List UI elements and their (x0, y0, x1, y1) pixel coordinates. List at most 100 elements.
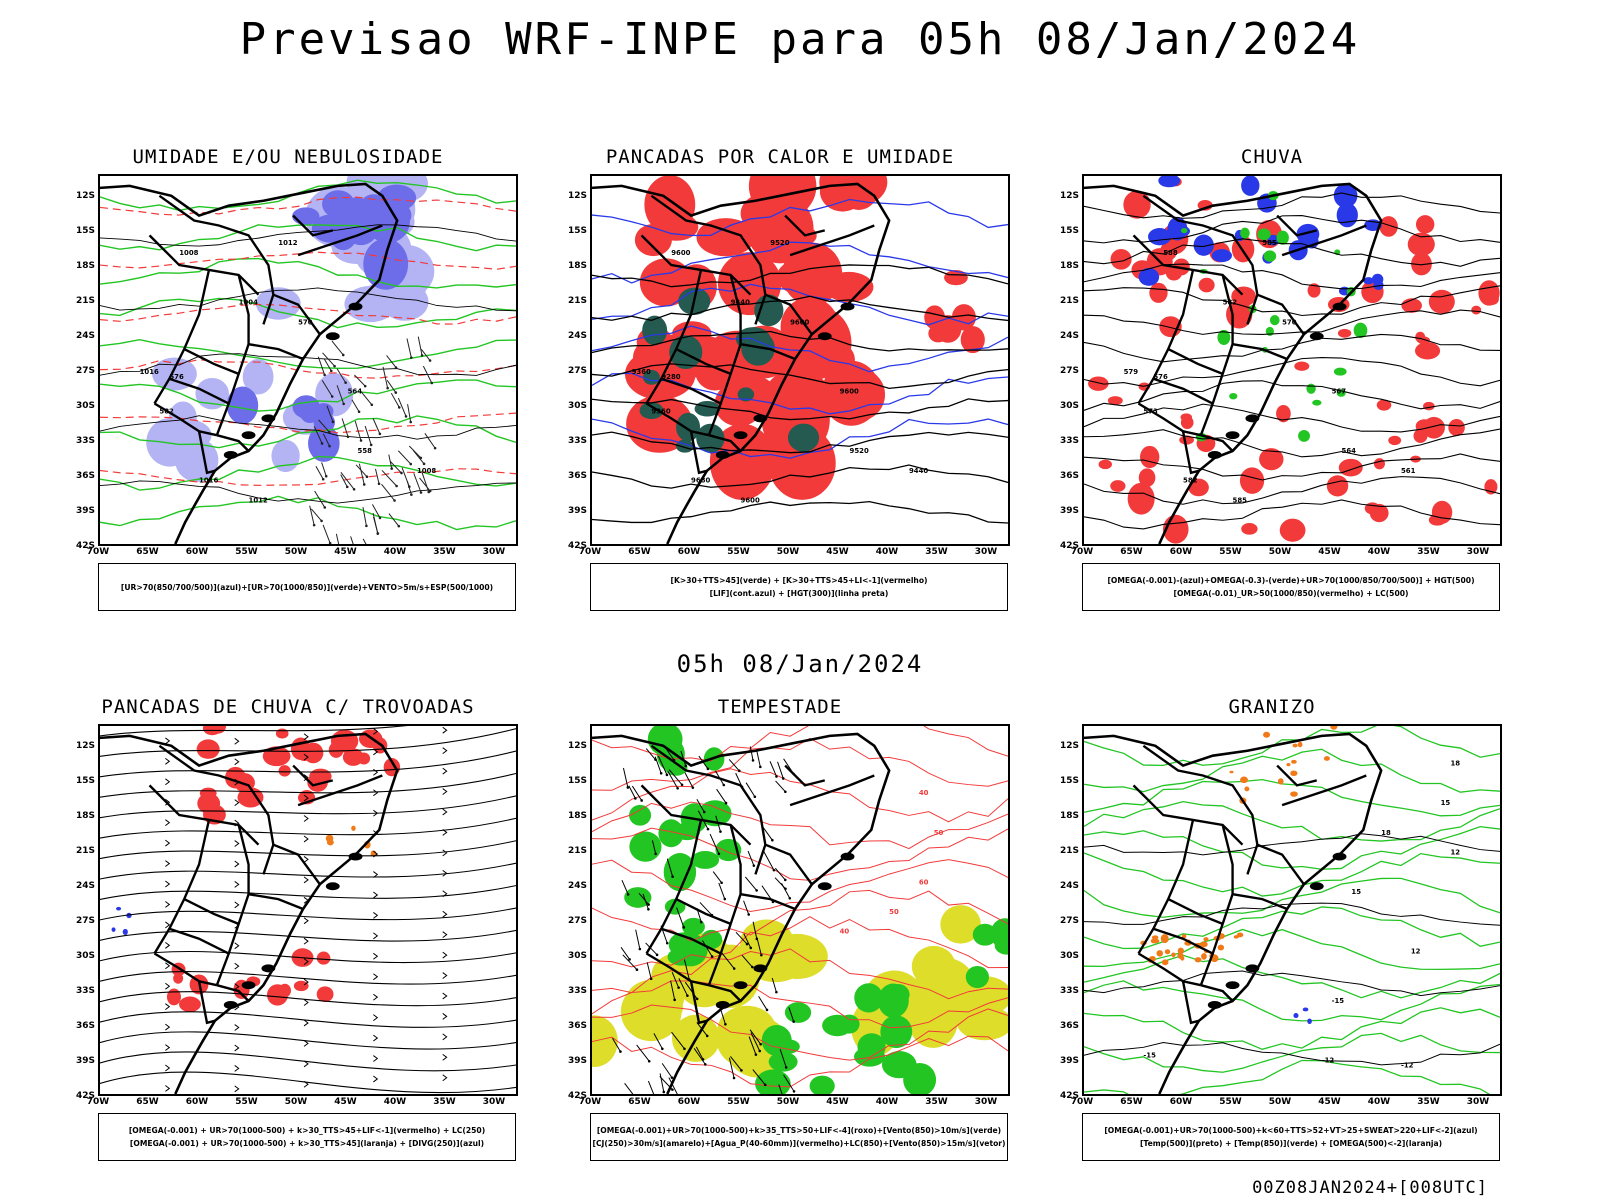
wind-vector (363, 384, 367, 388)
wind-vector (620, 947, 631, 960)
streamline-arrow (373, 768, 379, 776)
panel-tempestade: TEMPESTADE 12S 15S 18S 21S 24S 27S 30S 33S 36S 39… (540, 696, 1020, 1176)
wind-vector (728, 1057, 735, 1079)
border-path (197, 981, 216, 1025)
wind-vector (344, 381, 347, 384)
rain-red (1307, 283, 1321, 298)
storm-red (275, 728, 289, 739)
wind-vector (628, 785, 636, 799)
temp500-black-contour (1084, 833, 1500, 856)
lake-shape (325, 332, 340, 341)
wind-vector (750, 1032, 761, 1052)
wind-vector (670, 980, 676, 1000)
lon-tick-label: 65W (1120, 547, 1143, 557)
streamline (100, 750, 516, 778)
rain-green (1353, 322, 1368, 339)
wind-vector (406, 338, 412, 358)
streamline-arrow (165, 860, 171, 867)
wind-vector (728, 759, 740, 772)
rain-red (1471, 305, 1482, 315)
lake-shape (241, 431, 256, 440)
contour-label: 576 (169, 373, 184, 381)
temp850-green-contour (1084, 778, 1500, 817)
wind850-green (994, 936, 1008, 955)
lake-shape (817, 882, 832, 891)
storm-orange (351, 825, 356, 831)
instability-dark-green (639, 402, 664, 420)
humidity-green-contour (100, 455, 516, 491)
rain-red (1279, 518, 1306, 542)
omega-orange (1151, 935, 1159, 940)
wind-vector (336, 368, 347, 383)
contour-label: 1012 (278, 239, 297, 247)
humidity-green-contour (100, 339, 516, 370)
longitude-axis: 70W 65W 60W 55W 50W 45W 40W 35W 30W (579, 546, 1010, 560)
wind-vector (671, 1031, 685, 1050)
streamline-arrow (165, 880, 171, 888)
wind-vector (771, 838, 774, 842)
wind-vector (375, 468, 380, 484)
lon-tick-label: 55W (1219, 547, 1242, 557)
instability-red (696, 218, 755, 257)
streamline-arrow (373, 789, 379, 797)
wind-vector (378, 432, 382, 436)
wind-vector (712, 871, 722, 884)
legend-box: [OMEGA(-0.001) + UR>70(1000-500) + k>30_… (98, 1113, 516, 1161)
border-path (1181, 981, 1200, 1025)
lon-tick-label: 60W (1169, 1097, 1193, 1107)
legend-line: [OMEGA(-0.01)_UR>50(1000/850)(vermelho) … (1173, 589, 1409, 598)
wind-vector (671, 971, 680, 988)
wind850-green (880, 1015, 913, 1049)
lon-tick-label: 30W (482, 1097, 506, 1107)
wind-vector (740, 1069, 743, 1072)
wind-vector (763, 1083, 767, 1087)
rain-blue (1193, 234, 1214, 256)
wind-vector (397, 450, 412, 465)
wind-vector (378, 516, 382, 520)
hgt500-contour (1084, 453, 1500, 481)
lake-shape (840, 852, 855, 861)
lake-shape (223, 451, 238, 459)
jet-yellow (940, 905, 981, 944)
rain-red (1414, 342, 1441, 360)
lake-shape (733, 981, 748, 990)
streamline-arrow (234, 758, 240, 766)
rain-red (1180, 415, 1194, 430)
hgt-black-contour (592, 398, 1008, 421)
streamline (100, 907, 516, 921)
rain-red (1140, 445, 1160, 469)
lat-tick-label: 27S (75, 916, 95, 926)
streamline-arrow (373, 748, 379, 756)
panel-granizo: GRANIZO 12S 15S 18S 21S 24S 27S 30S 33S 36S 39S 42… (1032, 696, 1512, 1176)
hgt-black-contour (592, 330, 1008, 354)
contour-label: 579 (1124, 368, 1139, 376)
rain-red (1379, 216, 1398, 237)
rain-red (1149, 282, 1168, 303)
border-path (1256, 843, 1305, 885)
wind-vector (745, 782, 756, 798)
wind-vector (324, 474, 328, 478)
storm-red (303, 742, 324, 764)
streamline-arrow (442, 890, 448, 898)
humidity-light-blue (152, 357, 197, 391)
humidity-light-blue (242, 359, 274, 395)
lake-shape (348, 852, 363, 861)
border-path (197, 431, 216, 475)
rain-red (1431, 500, 1453, 524)
lon-tick-label: 50W (1268, 547, 1292, 557)
lat-tick-label: 27S (567, 916, 587, 926)
streamline (100, 817, 516, 839)
wind-vector (386, 355, 397, 368)
wind-vector (783, 1074, 795, 1092)
wind-vector (427, 490, 431, 494)
lake-shape (1309, 332, 1324, 341)
contour-label: 18 (1381, 829, 1391, 837)
wind-vector (645, 748, 656, 760)
divergence-blue (126, 912, 132, 919)
wind-vector (640, 799, 643, 802)
panel-chuva: CHUVA 12S 15S 18S 21S 24S 27S 30S 33S 36S 39S 42S … (1032, 146, 1512, 626)
thickness-red-dashed (100, 303, 516, 325)
wind-vector (388, 513, 400, 527)
wind-vector (381, 470, 397, 487)
border-path (1281, 224, 1367, 257)
